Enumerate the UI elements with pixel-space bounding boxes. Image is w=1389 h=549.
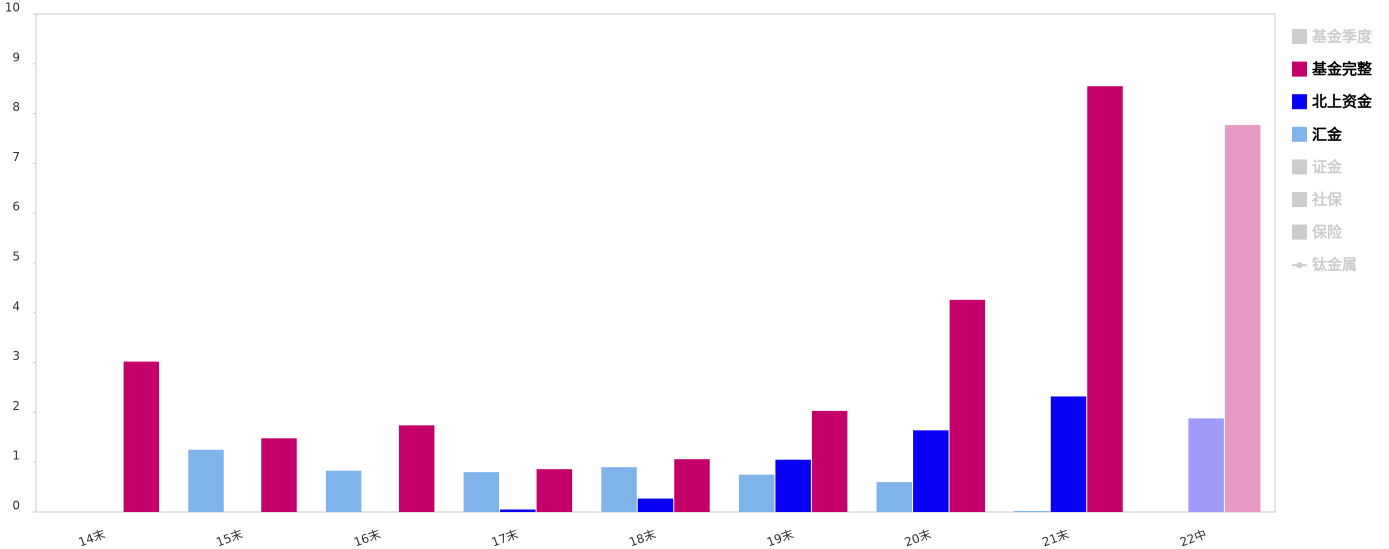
bar <box>398 425 435 512</box>
bar <box>261 438 297 512</box>
legend-label[interactable]: 钛金属 <box>1312 256 1357 274</box>
bar <box>1087 86 1123 513</box>
bar <box>536 469 573 512</box>
bar <box>811 410 848 512</box>
y-tick-label: 1 <box>12 449 20 463</box>
y-tick-label: 7 <box>12 150 20 164</box>
bar <box>738 474 775 512</box>
legend-label[interactable]: 社保 <box>1311 191 1343 209</box>
bar <box>1014 511 1050 513</box>
legend-label[interactable]: 保险 <box>1311 223 1343 241</box>
legend-icon[interactable] <box>1292 94 1307 110</box>
y-tick-label: 10 <box>5 1 20 15</box>
legend-label[interactable]: 北上资金 <box>1312 93 1373 111</box>
bar <box>674 459 710 512</box>
y-tick-label: 0 <box>12 499 20 513</box>
bar <box>913 430 949 512</box>
bar <box>123 361 160 512</box>
x-tick-label: 19末 <box>765 527 795 549</box>
x-tick-label: 17末 <box>490 527 520 549</box>
bar <box>1188 418 1224 512</box>
y-tick-label: 9 <box>12 50 20 64</box>
bar <box>188 449 224 512</box>
legend-icon[interactable] <box>1292 159 1307 175</box>
legend-icon[interactable] <box>1292 224 1307 240</box>
y-tick-label: 5 <box>12 250 20 264</box>
bar <box>500 509 536 512</box>
legend-icon[interactable] <box>1292 126 1307 142</box>
bar <box>1224 125 1261 512</box>
bar <box>637 498 674 512</box>
bar <box>1050 396 1087 512</box>
legend-icon[interactable] <box>1292 29 1307 44</box>
x-tick-label: 15末 <box>214 527 244 549</box>
x-tick-label: 22中 <box>1178 526 1209 549</box>
legend-icon[interactable] <box>1292 192 1307 207</box>
bar <box>775 459 811 512</box>
legend-label[interactable]: 汇金 <box>1312 125 1343 143</box>
legend-icon[interactable] <box>1296 262 1303 269</box>
y-tick-label: 8 <box>12 100 20 114</box>
y-tick-label: 4 <box>12 299 20 313</box>
bar <box>325 470 362 512</box>
x-tick-label: 21末 <box>1040 527 1070 549</box>
x-tick-label: 18末 <box>627 527 657 549</box>
x-tick-label: 14末 <box>77 527 107 549</box>
y-tick-label: 6 <box>12 200 20 214</box>
x-tick-label: 16末 <box>352 527 382 549</box>
y-tick-label: 2 <box>12 399 20 413</box>
bar <box>949 299 986 512</box>
y-tick-label: 3 <box>12 349 20 363</box>
bar <box>601 467 637 512</box>
bar <box>876 482 913 512</box>
legend-label[interactable]: 基金季度 <box>1311 28 1373 46</box>
x-tick-label: 20末 <box>903 527 933 549</box>
legend-label[interactable]: 证金 <box>1312 158 1343 176</box>
bar <box>463 472 500 512</box>
legend-label[interactable]: 基金完整 <box>1311 60 1372 78</box>
legend-icon[interactable] <box>1292 61 1307 77</box>
